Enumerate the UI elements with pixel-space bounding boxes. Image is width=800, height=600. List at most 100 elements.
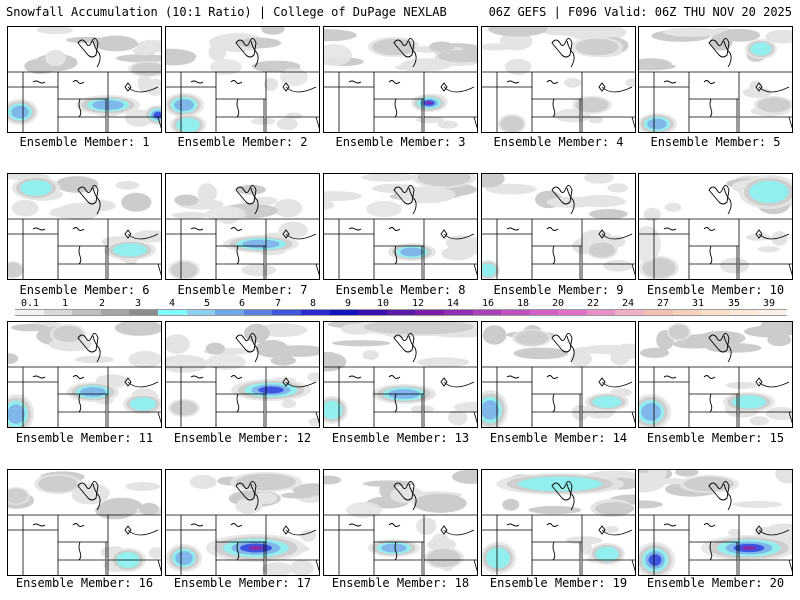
colorbar-swatch (443, 310, 473, 315)
colorbar-swatch (701, 310, 730, 315)
colorbar-swatch (186, 310, 216, 315)
snowfall-area-0 (745, 39, 777, 59)
colorbar-tick-label: 18 (516, 298, 530, 309)
ensemble-member-map-17 (165, 469, 320, 576)
colorbar-scale (15, 309, 788, 316)
colorbar-tick-label: 27 (656, 298, 670, 309)
basemap-lines (639, 185, 792, 279)
basemap-lines (482, 185, 635, 279)
snowfall-area-2 (324, 44, 352, 66)
ensemble-member-caption: Ensemble Member: 19 (489, 576, 628, 590)
colorbar-swatch (644, 310, 673, 315)
colorbar-swatch (243, 310, 273, 315)
basemap-lines (639, 333, 792, 427)
colorbar-swatch (15, 310, 44, 315)
colorbar-tick-label: 39 (762, 298, 776, 309)
snowfall-area-0 (166, 93, 204, 117)
snowfall-area-0 (496, 473, 624, 495)
snowfall-area-0 (231, 379, 311, 401)
ensemble-member-caption: Ensemble Member: 5 (650, 135, 781, 149)
colorbar-swatch (586, 310, 616, 315)
colorbar-tick-label: 3 (134, 298, 142, 309)
snowfall-area-0 (223, 235, 299, 253)
ensemble-member-caption: Ensemble Member: 11 (15, 431, 154, 445)
snowfall-area-2 (206, 206, 246, 222)
colorbar-swatch (215, 310, 244, 315)
ensemble-member-map-8 (323, 173, 478, 280)
ensemble-member-map-19 (481, 469, 636, 576)
ensemble-member-caption: Ensemble Member: 15 (646, 431, 785, 445)
snowfall-area-1 (512, 329, 552, 347)
colorbar-swatch (529, 310, 559, 315)
colorbar-tick-label: 0.1 (20, 298, 40, 309)
colorbar-tick-label: 35 (727, 298, 741, 309)
colorbar-tick-label: 9 (344, 298, 352, 309)
snowfall-area-0 (12, 176, 60, 200)
colorbar-swatch (43, 310, 73, 315)
snowfall-area-0 (571, 37, 623, 57)
colorbar-tick-label: 10 (376, 298, 390, 309)
ensemble-member-map-4 (481, 26, 636, 133)
colorbar-tick-label: 6 (238, 298, 246, 309)
header-title: Snowfall Accumulation (10:1 Ratio) | Col… (6, 5, 447, 19)
snowfall-area-0 (8, 394, 34, 427)
colorbar-tick-label: 20 (551, 298, 565, 309)
snowfall-area-1 (586, 241, 618, 259)
snowfall-area-2 (754, 96, 792, 114)
snowfall-area-2 (67, 382, 119, 402)
ensemble-member-caption: Ensemble Member: 20 (646, 576, 785, 590)
basemap-lines (324, 185, 477, 279)
snowfall-area-0 (411, 94, 447, 112)
colorbar-swatch (415, 310, 444, 315)
ensemble-member-map-10 (638, 173, 793, 280)
ensemble-member-caption: Ensemble Member: 18 (331, 576, 470, 590)
snowfall-area-2 (667, 323, 691, 341)
light-snow-field (24, 27, 161, 127)
snowfall-area-0 (34, 474, 82, 494)
snowfall-area-1 (166, 544, 202, 572)
ensemble-member-map-18 (323, 469, 478, 576)
colorbar-tick-label: 2 (98, 298, 106, 309)
ensemble-member-caption: Ensemble Member: 1 (19, 135, 150, 149)
colorbar-swatch (358, 310, 387, 315)
basemap-lines (482, 38, 635, 132)
snowfall-area-3 (128, 61, 161, 77)
ensemble-member-caption: Ensemble Member: 2 (177, 135, 308, 149)
snowfall-area-3 (210, 59, 242, 75)
snowfall-area-1 (324, 396, 348, 424)
snowfall-area-3 (123, 394, 161, 414)
colorbar-tick-label: 16 (481, 298, 495, 309)
ensemble-member-caption: Ensemble Member: 14 (489, 431, 628, 445)
snowfall-area-1 (424, 547, 464, 569)
ensemble-member-caption: Ensemble Member: 13 (331, 431, 470, 445)
basemap-lines (324, 481, 477, 575)
snowfall-area-1 (168, 260, 200, 279)
snowfall-area-0 (482, 390, 508, 427)
basemap-lines (8, 185, 161, 279)
basemap-lines (8, 38, 161, 132)
ensemble-member-map-1 (7, 26, 162, 133)
snowfall-area-2 (589, 543, 625, 565)
snowfall-area-1 (170, 114, 206, 132)
colorbar-tick-label: 14 (446, 298, 460, 309)
ensemble-member-caption: Ensemble Member: 17 (173, 576, 312, 590)
snowfall-area-2 (280, 68, 308, 86)
colorbar-swatch (300, 310, 330, 315)
snowfall-area-0 (639, 394, 671, 427)
basemap-lines (639, 38, 792, 132)
snowfall-area-0 (206, 534, 306, 562)
ensemble-member-map-9 (481, 173, 636, 280)
colorbar-swatch (329, 310, 359, 315)
ensemble-member-caption: Ensemble Member: 4 (493, 135, 624, 149)
basemap-lines (166, 38, 319, 132)
ensemble-member-map-6 (7, 173, 162, 280)
colorbar-tick-label: 12 (411, 298, 425, 309)
colorbar-swatch (758, 310, 788, 315)
colorbar-tick-label: 4 (168, 298, 176, 309)
ensemble-member-caption: Ensemble Member: 7 (177, 283, 308, 297)
ensemble-member-map-2 (165, 26, 320, 133)
snowfall-area-2 (585, 393, 629, 411)
light-snow-field (166, 323, 319, 427)
snowfall-area-1 (368, 37, 420, 57)
basemap-lines (8, 481, 161, 575)
